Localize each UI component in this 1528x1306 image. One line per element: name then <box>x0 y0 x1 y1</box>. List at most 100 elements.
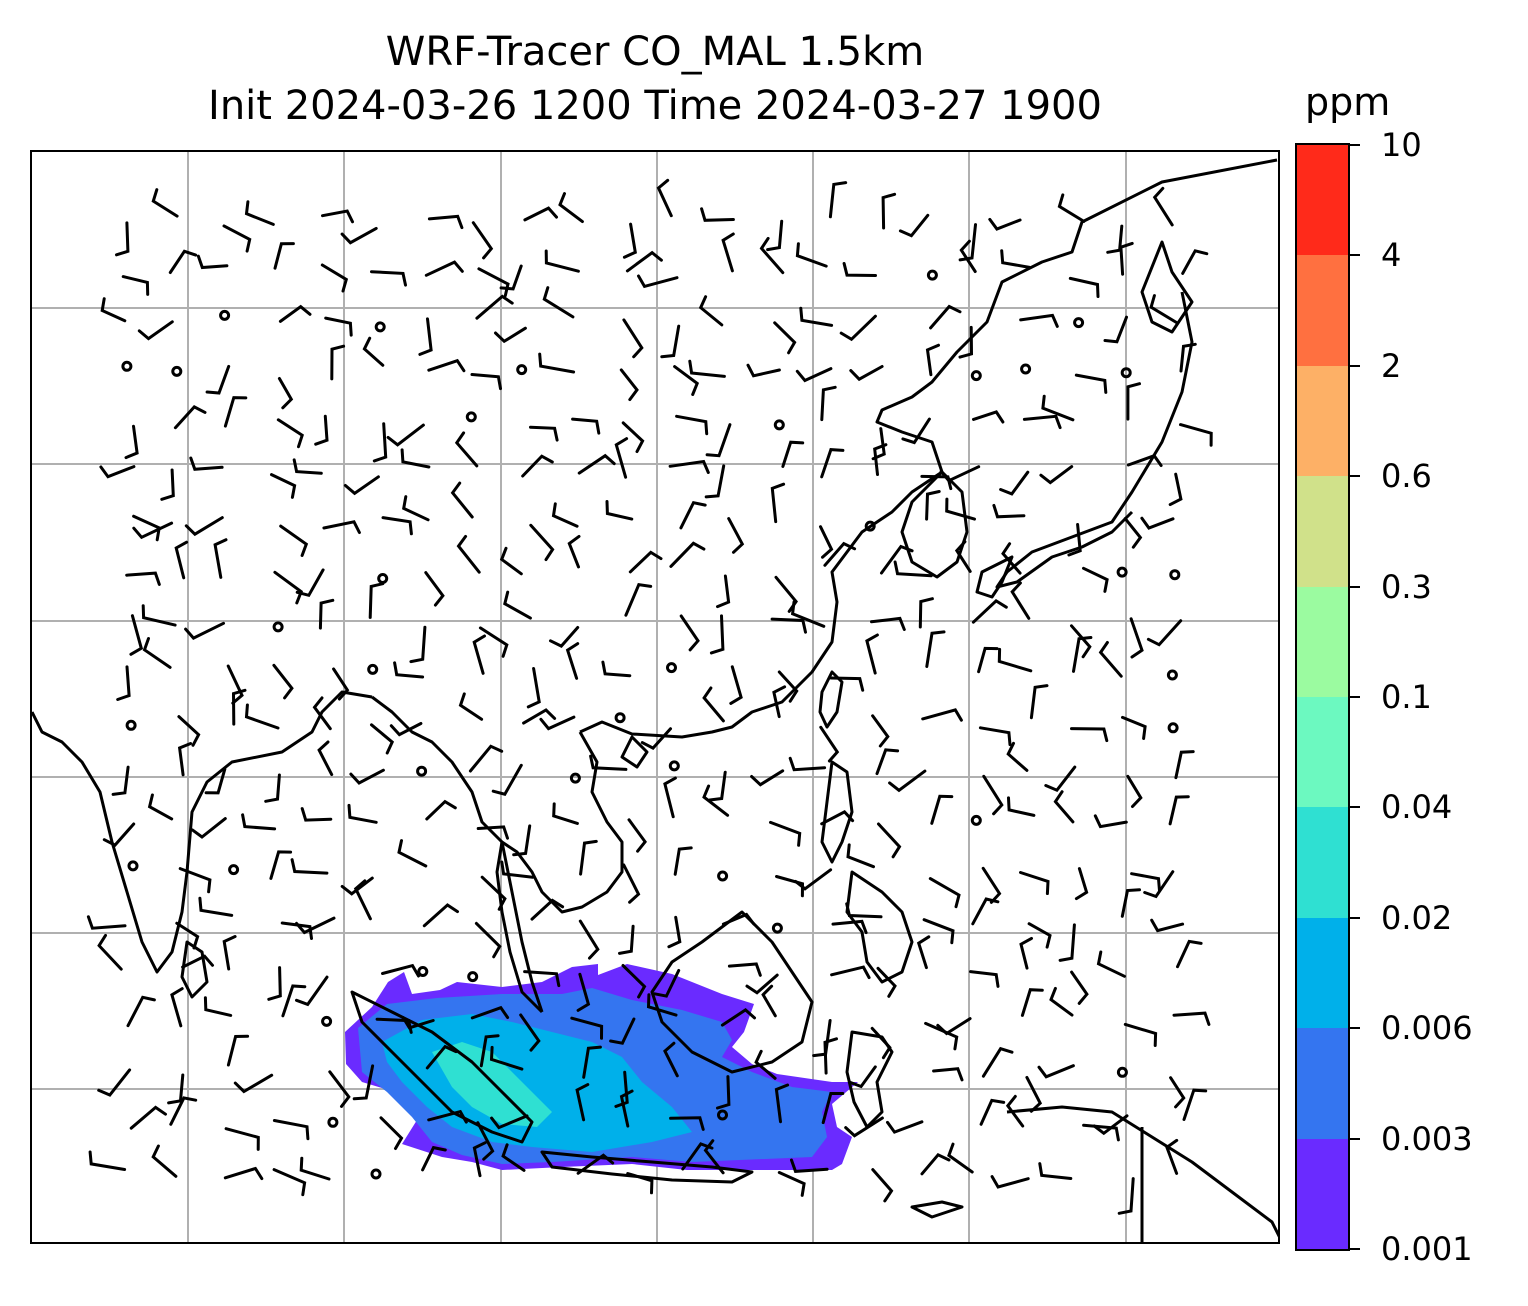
wind-barb <box>124 424 139 460</box>
colorbar-tick <box>1350 1137 1360 1140</box>
wind-barb <box>470 1005 510 1020</box>
wind-barb <box>1146 619 1183 647</box>
wind-barb <box>830 965 871 980</box>
wind-barb <box>578 919 600 960</box>
wind-barb <box>1022 414 1062 430</box>
wind-barb <box>708 770 727 802</box>
wind-barb <box>570 1016 604 1040</box>
wind-barb <box>529 425 559 442</box>
wind-barb <box>727 517 745 554</box>
wind-barb <box>521 454 554 478</box>
colorbar-segment <box>1297 807 1348 918</box>
wind-barb <box>721 232 735 273</box>
calm-wind-marker <box>771 922 783 934</box>
wind-barb <box>389 722 423 737</box>
wind-barb <box>886 1120 924 1134</box>
wind-barb <box>773 321 797 355</box>
borneo <box>650 910 814 1074</box>
wind-barb <box>168 249 198 274</box>
wind-barb <box>181 954 214 969</box>
wind-barb <box>1126 382 1141 421</box>
calm-wind-marker <box>416 765 428 777</box>
wind-barb <box>589 754 628 771</box>
wind-barb <box>519 1013 541 1052</box>
wind-barb <box>929 304 962 330</box>
wind-barb <box>873 443 888 476</box>
wind-barb <box>1074 373 1108 394</box>
colorbar-tick-label: 0.02 <box>1381 898 1453 937</box>
wind-barb <box>959 239 977 273</box>
wind-barb <box>190 817 227 839</box>
myanmar-coast <box>371 695 504 844</box>
wind-barb <box>794 868 833 891</box>
wind-barb <box>1070 624 1092 659</box>
wind-barb <box>314 414 329 446</box>
wind-barb <box>704 464 726 499</box>
wind-barb <box>1072 636 1093 673</box>
wind-barb <box>512 824 532 857</box>
wind-barb <box>1140 516 1175 530</box>
colorbar-tick-label: 0.006 <box>1381 1009 1473 1048</box>
japan-kyushu <box>975 555 1014 599</box>
wind-barb <box>988 217 1022 231</box>
wind-barb <box>267 966 282 1001</box>
wind-barb <box>151 188 179 218</box>
wind-barb <box>1126 774 1143 808</box>
wind-barb <box>272 1168 307 1197</box>
wind-barb <box>222 224 252 253</box>
wind-barb <box>745 973 779 995</box>
wind-barb <box>656 178 673 218</box>
wind-barb <box>523 970 561 988</box>
map-title: WRF-Tracer CO_MAL 1.5km <box>385 29 925 75</box>
wind-barb <box>321 209 354 224</box>
wind-barb <box>614 1070 629 1108</box>
wind-barb <box>100 297 127 323</box>
wind-barb <box>820 448 845 479</box>
wind-barb <box>393 661 425 679</box>
colorbar-tick <box>1350 1027 1360 1030</box>
wind-barb <box>167 1073 185 1105</box>
calm-wind-marker <box>377 573 389 584</box>
wind-barb <box>922 918 955 945</box>
colorbar-tick-label: 0.003 <box>1381 1119 1473 1158</box>
wind-barb <box>244 703 280 730</box>
wind-barb <box>823 1037 838 1075</box>
wind-barb <box>476 825 509 840</box>
wind-barb <box>772 685 787 719</box>
wind-barb <box>819 525 834 559</box>
korea <box>900 470 969 579</box>
colorbar-tick <box>1350 254 1360 257</box>
wind-barb <box>876 966 897 998</box>
calm-wind-marker <box>1169 569 1181 581</box>
wind-barb <box>491 763 523 796</box>
wind-barb <box>125 571 161 586</box>
wind-barb <box>88 1150 127 1171</box>
taiwan <box>818 670 844 729</box>
wind-barb <box>621 964 647 999</box>
calm-wind-marker <box>717 1109 728 1121</box>
wind-barb <box>705 423 732 458</box>
wind-barb <box>368 582 385 619</box>
wind-barb <box>1068 276 1100 298</box>
wind-barb <box>476 1121 495 1161</box>
wind-barb <box>1165 1138 1179 1175</box>
wind-barb <box>978 726 1012 747</box>
wind-barb <box>871 1168 894 1203</box>
wind-barb <box>353 879 372 921</box>
wind-barb <box>270 473 297 499</box>
wind-barb <box>241 813 277 831</box>
wind-barb <box>870 616 906 631</box>
calm-wind-marker <box>417 966 429 977</box>
wind-barb <box>174 540 189 580</box>
wind-barb <box>226 664 244 705</box>
wind-barb <box>1182 1088 1208 1121</box>
wind-barb <box>551 502 579 528</box>
colorbar-segment <box>1297 696 1348 808</box>
calm-wind-marker <box>127 860 139 872</box>
wind-barb <box>468 744 504 773</box>
wind-barb <box>1057 193 1086 223</box>
wind-barb <box>454 431 479 468</box>
wind-barb <box>1123 1022 1158 1047</box>
wind-barb <box>97 933 123 971</box>
wind-barb <box>640 727 672 750</box>
